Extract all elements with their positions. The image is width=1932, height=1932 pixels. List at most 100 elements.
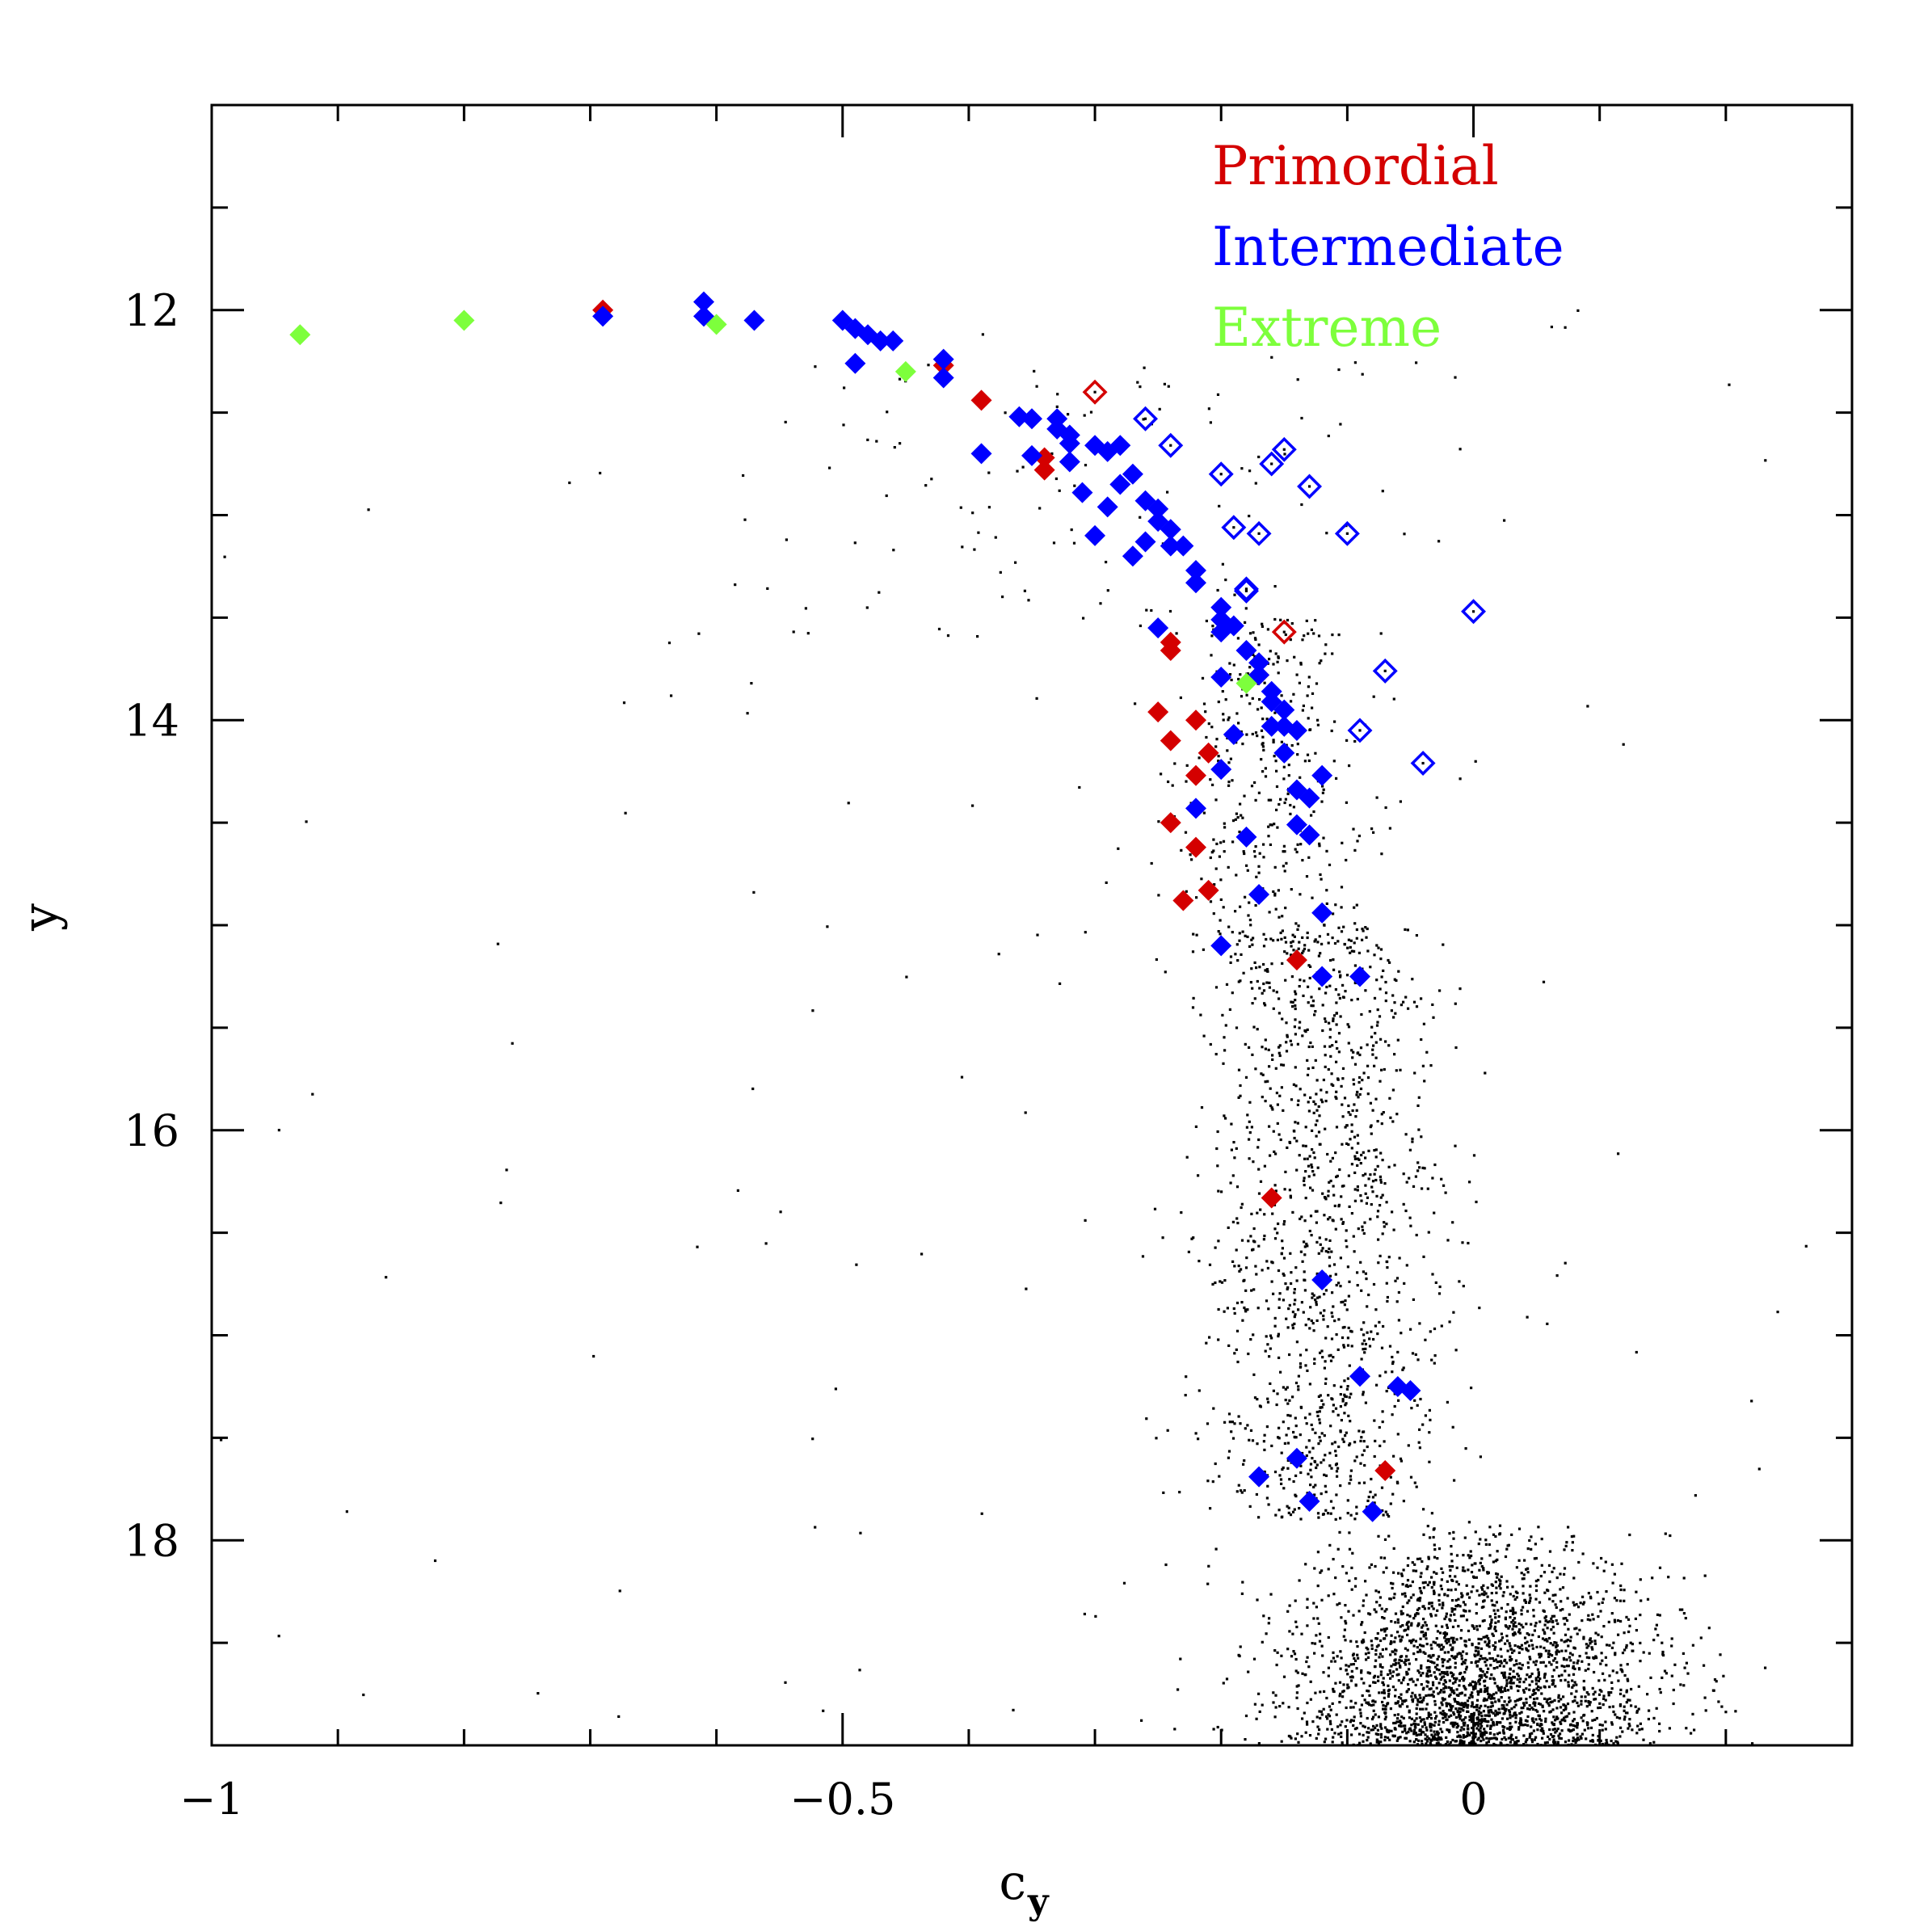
field-star-point — [1398, 1256, 1401, 1260]
field-star-point — [1547, 1564, 1551, 1567]
field-star-point — [1528, 1736, 1531, 1739]
field-star-point — [1474, 1742, 1477, 1745]
field-star-point — [1425, 1707, 1428, 1711]
field-star-point — [1586, 705, 1589, 708]
field-star-point — [1394, 1648, 1397, 1652]
data-point-diamond — [1273, 742, 1295, 764]
field-star-point — [1453, 1613, 1456, 1616]
field-star-point — [1496, 1666, 1499, 1669]
field-star-point — [1292, 1430, 1295, 1434]
field-star-point — [1383, 1689, 1386, 1692]
field-star-point — [1418, 1166, 1421, 1169]
field-star-point — [1536, 1728, 1539, 1732]
field-star-point — [1482, 1738, 1485, 1741]
field-star-point — [1089, 410, 1093, 414]
field-star-point — [1437, 1723, 1441, 1726]
field-star-point — [1396, 1631, 1400, 1634]
field-star-point — [1387, 1684, 1390, 1687]
field-star-point — [1344, 1404, 1347, 1407]
field-star-point — [1539, 1703, 1543, 1706]
field-star-point — [1396, 1717, 1400, 1720]
field-star-point — [1534, 1597, 1538, 1601]
field-star-point — [1309, 1041, 1312, 1045]
field-star-point — [1307, 685, 1310, 688]
field-star-point — [1582, 1637, 1585, 1640]
field-star-point — [1385, 1282, 1388, 1285]
field-star-point — [1382, 1571, 1385, 1574]
field-star-point — [1397, 1399, 1400, 1402]
field-star-point — [1268, 1355, 1271, 1358]
field-star-point — [1481, 1731, 1484, 1735]
y-tick-label: 12 — [124, 285, 179, 336]
field-star-point — [1435, 1572, 1438, 1575]
field-star-point — [1237, 1653, 1240, 1656]
field-star-point — [1341, 1741, 1344, 1745]
field-star-point — [1539, 1719, 1543, 1722]
data-point-diamond — [1299, 1491, 1320, 1513]
field-star-point — [1314, 1484, 1317, 1487]
field-star-point — [1480, 1732, 1483, 1736]
field-star-point — [1479, 1455, 1482, 1458]
field-star-point — [1412, 1740, 1416, 1744]
field-star-point — [1463, 1702, 1467, 1705]
field-star-point — [1264, 1349, 1267, 1353]
field-star-point — [1610, 1721, 1614, 1724]
field-star-point — [1299, 1250, 1303, 1253]
field-star-point — [1406, 1585, 1409, 1589]
field-star-point — [1335, 1096, 1338, 1101]
field-star-point — [1487, 1711, 1490, 1714]
field-star-point — [1442, 1658, 1446, 1661]
field-star-point — [1367, 1651, 1370, 1655]
field-star-point — [1328, 1247, 1331, 1251]
field-star-point — [1305, 1720, 1309, 1724]
field-star-point — [1442, 1710, 1445, 1713]
field-star-point — [1416, 1161, 1420, 1164]
field-star-point — [1552, 1723, 1555, 1726]
field-star-point — [1312, 1294, 1315, 1297]
field-star-point — [1555, 1644, 1558, 1648]
field-star-point — [1578, 1655, 1581, 1658]
field-star-point — [1355, 1109, 1358, 1112]
field-star-point — [1242, 1279, 1245, 1282]
field-star-point — [1274, 1067, 1277, 1070]
field-star-point — [1282, 1272, 1285, 1276]
field-star-point — [1429, 1536, 1432, 1539]
field-star-point — [311, 1092, 314, 1096]
field-star-point — [1557, 1699, 1560, 1703]
field-star-point — [1383, 1221, 1386, 1224]
field-star-point — [1395, 1739, 1399, 1742]
field-star-point — [1607, 1694, 1610, 1697]
field-star-point — [1282, 1702, 1285, 1705]
field-star-point — [924, 484, 928, 487]
field-star-point — [1454, 1046, 1458, 1050]
field-star-point — [1359, 1162, 1362, 1165]
series-layer — [289, 291, 1487, 1522]
field-star-point — [1214, 1281, 1217, 1285]
field-star-point — [1380, 1346, 1384, 1349]
field-star-point — [1167, 385, 1170, 388]
field-star-point — [1307, 676, 1311, 679]
field-star-point — [1496, 1686, 1500, 1690]
field-star-point — [1510, 1707, 1513, 1711]
field-star-point — [1299, 776, 1302, 779]
field-star-point — [1489, 1708, 1492, 1712]
field-star-point — [1341, 1067, 1345, 1070]
field-star-point — [1450, 1686, 1453, 1690]
field-star-point — [1281, 1017, 1284, 1021]
data-point-center-dot — [1244, 589, 1248, 592]
field-star-point — [1224, 1024, 1227, 1027]
field-star-point — [1639, 1578, 1642, 1581]
field-star-point — [814, 1526, 817, 1529]
field-star-point — [1488, 1639, 1491, 1643]
field-star-point — [1277, 1046, 1281, 1049]
field-star-point — [1547, 1702, 1550, 1705]
field-star-point — [1311, 1720, 1315, 1724]
field-star-point — [1448, 1708, 1451, 1711]
field-star-point — [1611, 1581, 1614, 1585]
field-star-point — [1317, 1732, 1320, 1736]
field-star-point — [875, 440, 878, 443]
field-star-point — [1559, 1588, 1562, 1591]
field-star-point — [1350, 1130, 1353, 1133]
field-star-point — [1419, 1637, 1422, 1640]
field-star-point — [1623, 1705, 1626, 1708]
